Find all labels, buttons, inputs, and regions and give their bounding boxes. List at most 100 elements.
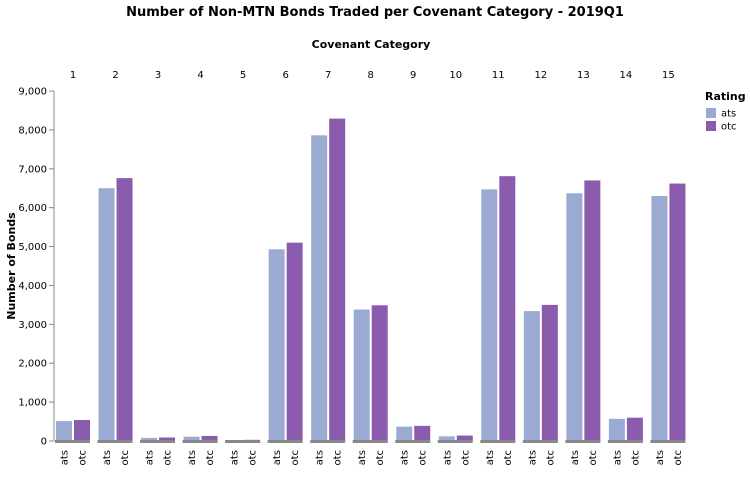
facet-label: 2 [112, 70, 118, 81]
bar-otc-14 [626, 417, 643, 441]
y-tick-label: 7,000 [18, 164, 47, 175]
x-tick-label: ats [315, 450, 326, 465]
bar-ats-3 [141, 437, 158, 441]
facet-11: 11 ats otc [480, 70, 516, 466]
x-tick-label: otc [120, 450, 131, 466]
x-tick-label: otc [333, 450, 344, 466]
x-tick-label: ats [570, 450, 581, 465]
y-tick-label: 3,000 [18, 320, 47, 331]
legend-title: Rating [705, 90, 746, 103]
y-axis: 0 1,000 2,000 3,000 4,000 5,000 6,000 7,000 8,00… [18, 87, 55, 448]
bar-ats-9 [396, 426, 413, 441]
facet-label: 12 [534, 70, 547, 81]
bar-otc-10 [456, 435, 473, 441]
y-tick-label: 2,000 [18, 359, 47, 370]
y-tick-label: 0 [41, 437, 47, 448]
facet-label: 15 [662, 70, 675, 81]
bar-otc-1 [74, 420, 90, 441]
y-tick-label: 9,000 [18, 87, 47, 98]
y-tick-label: 5,000 [18, 242, 47, 253]
bar-ats-1 [56, 421, 72, 441]
facet-label: 3 [155, 70, 161, 81]
x-tick-label: otc [205, 450, 216, 466]
facet-3: 3 ats otc [140, 70, 176, 466]
facet-7: 7 ats otc [310, 70, 346, 466]
bar-ats-8 [353, 309, 370, 441]
x-tick-label: otc [248, 450, 259, 466]
bar-ats-4 [183, 436, 200, 441]
bar-otc-6 [286, 242, 303, 441]
x-tick-label: otc [290, 450, 301, 466]
legend-swatch-ats [706, 108, 716, 118]
chart-title: Number of Non-MTN Bonds Traded per Coven… [126, 5, 624, 20]
facet-label: 4 [197, 70, 203, 81]
bar-otc-3 [159, 437, 176, 441]
facet-label: 9 [410, 70, 416, 81]
x-tick-label: ats [612, 450, 623, 465]
x-tick-label: otc [588, 450, 599, 466]
x-tick-label: ats [655, 450, 666, 465]
x-tick-label: ats [230, 450, 241, 465]
facet-15: 15 ats otc [650, 70, 686, 466]
bar-otc-7 [329, 118, 346, 441]
facet-4: 4 ats otc [182, 70, 218, 466]
facet-1: 1 ats otc [55, 70, 90, 466]
x-tick-label: otc [673, 450, 684, 466]
bar-otc-8 [371, 305, 388, 441]
facet-label: 7 [325, 70, 331, 81]
x-tick-label: otc [163, 450, 174, 466]
bar-ats-10 [438, 436, 455, 441]
x-tick-label: ats [102, 450, 113, 465]
x-tick-label: ats [187, 450, 198, 465]
facet-label: 6 [282, 70, 288, 81]
facet-13: 13 ats otc [565, 70, 601, 466]
facet-14: 14 ats otc [607, 70, 643, 466]
bar-otc-15 [669, 183, 686, 442]
y-tick-label: 8,000 [18, 125, 47, 136]
x-tick-label: otc [460, 450, 471, 466]
legend-label-otc: otc [721, 122, 737, 133]
bar-otc-11 [499, 176, 516, 441]
facet-label: 1 [70, 70, 76, 81]
legend-label-ats: ats [721, 109, 736, 120]
facet-title: Covenant Category [312, 38, 431, 51]
x-tick-label: otc [418, 450, 429, 466]
facet-label: 10 [449, 70, 462, 81]
bar-ats-11 [481, 189, 498, 441]
legend: Rating ats otc [705, 90, 746, 133]
facet-label: 8 [368, 70, 374, 81]
x-tick-label: otc [545, 450, 556, 466]
facet-label: 14 [620, 70, 633, 81]
x-tick-label: ats [60, 450, 71, 465]
facet-8: 8 ats otc [352, 70, 388, 466]
bar-otc-12 [541, 304, 558, 441]
facet-label: 5 [240, 70, 246, 81]
y-axis-title: Number of Bonds [5, 212, 18, 320]
x-tick-label: ats [272, 450, 283, 465]
x-tick-label: otc [78, 450, 89, 466]
bar-otc-13 [584, 180, 601, 441]
legend-swatch-otc [706, 121, 716, 131]
x-tick-label: ats [485, 450, 496, 465]
bar-ats-2 [98, 188, 115, 441]
x-tick-label: otc [503, 450, 514, 466]
bar-otc-2 [116, 178, 133, 441]
facet-6: 6 ats otc [267, 70, 303, 466]
facet-label: 11 [492, 70, 505, 81]
x-tick-label: ats [145, 450, 156, 465]
facet-10: 10 ats otc [437, 70, 473, 466]
facet-2: 2 ats otc [97, 70, 133, 466]
y-tick-label: 4,000 [18, 281, 47, 292]
bar-ats-15 [651, 196, 668, 441]
x-tick-label: ats [400, 450, 411, 465]
bar-otc-4 [201, 435, 218, 441]
bar-otc-9 [414, 425, 431, 441]
x-tick-label: otc [375, 450, 386, 466]
x-tick-label: otc [630, 450, 641, 466]
facet-9: 9 ats otc [395, 70, 431, 466]
bar-ats-13 [566, 193, 583, 441]
y-tick-label: 6,000 [18, 203, 47, 214]
facet-label: 13 [577, 70, 590, 81]
